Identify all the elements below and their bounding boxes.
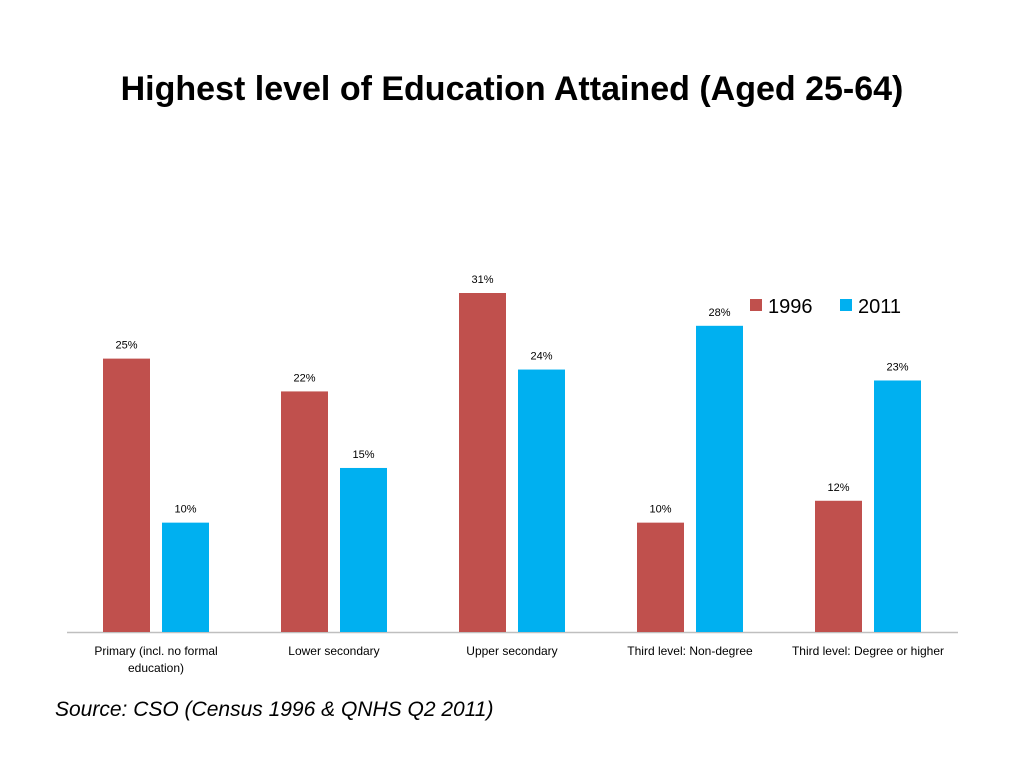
data-label-1996-0: 25% [115, 340, 137, 352]
legend-label-2011: 2011 [858, 296, 901, 318]
legend-label-1996: 1996 [768, 296, 813, 318]
x-tick-label-0-0: Primary (incl. no formal [94, 644, 217, 658]
data-label-2011-3: 28% [708, 307, 730, 319]
bar-1996-4 [815, 500, 862, 632]
bar-2011-3 [696, 325, 743, 632]
bar-1996-3 [637, 522, 684, 632]
data-label-1996-4: 12% [827, 482, 849, 494]
data-label-2011-0: 10% [174, 504, 196, 516]
chart-title: Highest level of Education Attained (Age… [120, 70, 904, 108]
data-label-2011-1: 15% [352, 449, 374, 461]
x-tick-label-4-0: Third level: Degree or higher [792, 644, 944, 658]
x-tick-label-0-1: education) [128, 661, 184, 675]
data-label-2011-4: 23% [886, 361, 908, 373]
bar-2011-4 [874, 380, 921, 632]
data-label-1996-2: 31% [471, 274, 493, 286]
data-label-1996-3: 10% [649, 504, 671, 516]
x-tick-label-1-0: Lower secondary [288, 644, 379, 658]
x-tick-label-3-0: Third level: Non-degree [627, 644, 753, 658]
bar-2011-2 [518, 369, 565, 632]
bar-1996-0 [103, 358, 150, 632]
legend-swatch-2011 [840, 299, 852, 311]
data-label-2011-2: 24% [530, 351, 552, 363]
data-label-1996-1: 22% [293, 372, 315, 384]
source-note: Source: CSO (Census 1996 & QNHS Q2 2011) [55, 698, 494, 721]
bar-1996-1 [281, 391, 328, 632]
bar-1996-2 [459, 293, 506, 632]
legend-swatch-1996 [750, 299, 762, 311]
x-tick-label-2-0: Upper secondary [466, 644, 557, 658]
bar-2011-0 [162, 522, 209, 632]
bar-2011-1 [340, 467, 387, 632]
